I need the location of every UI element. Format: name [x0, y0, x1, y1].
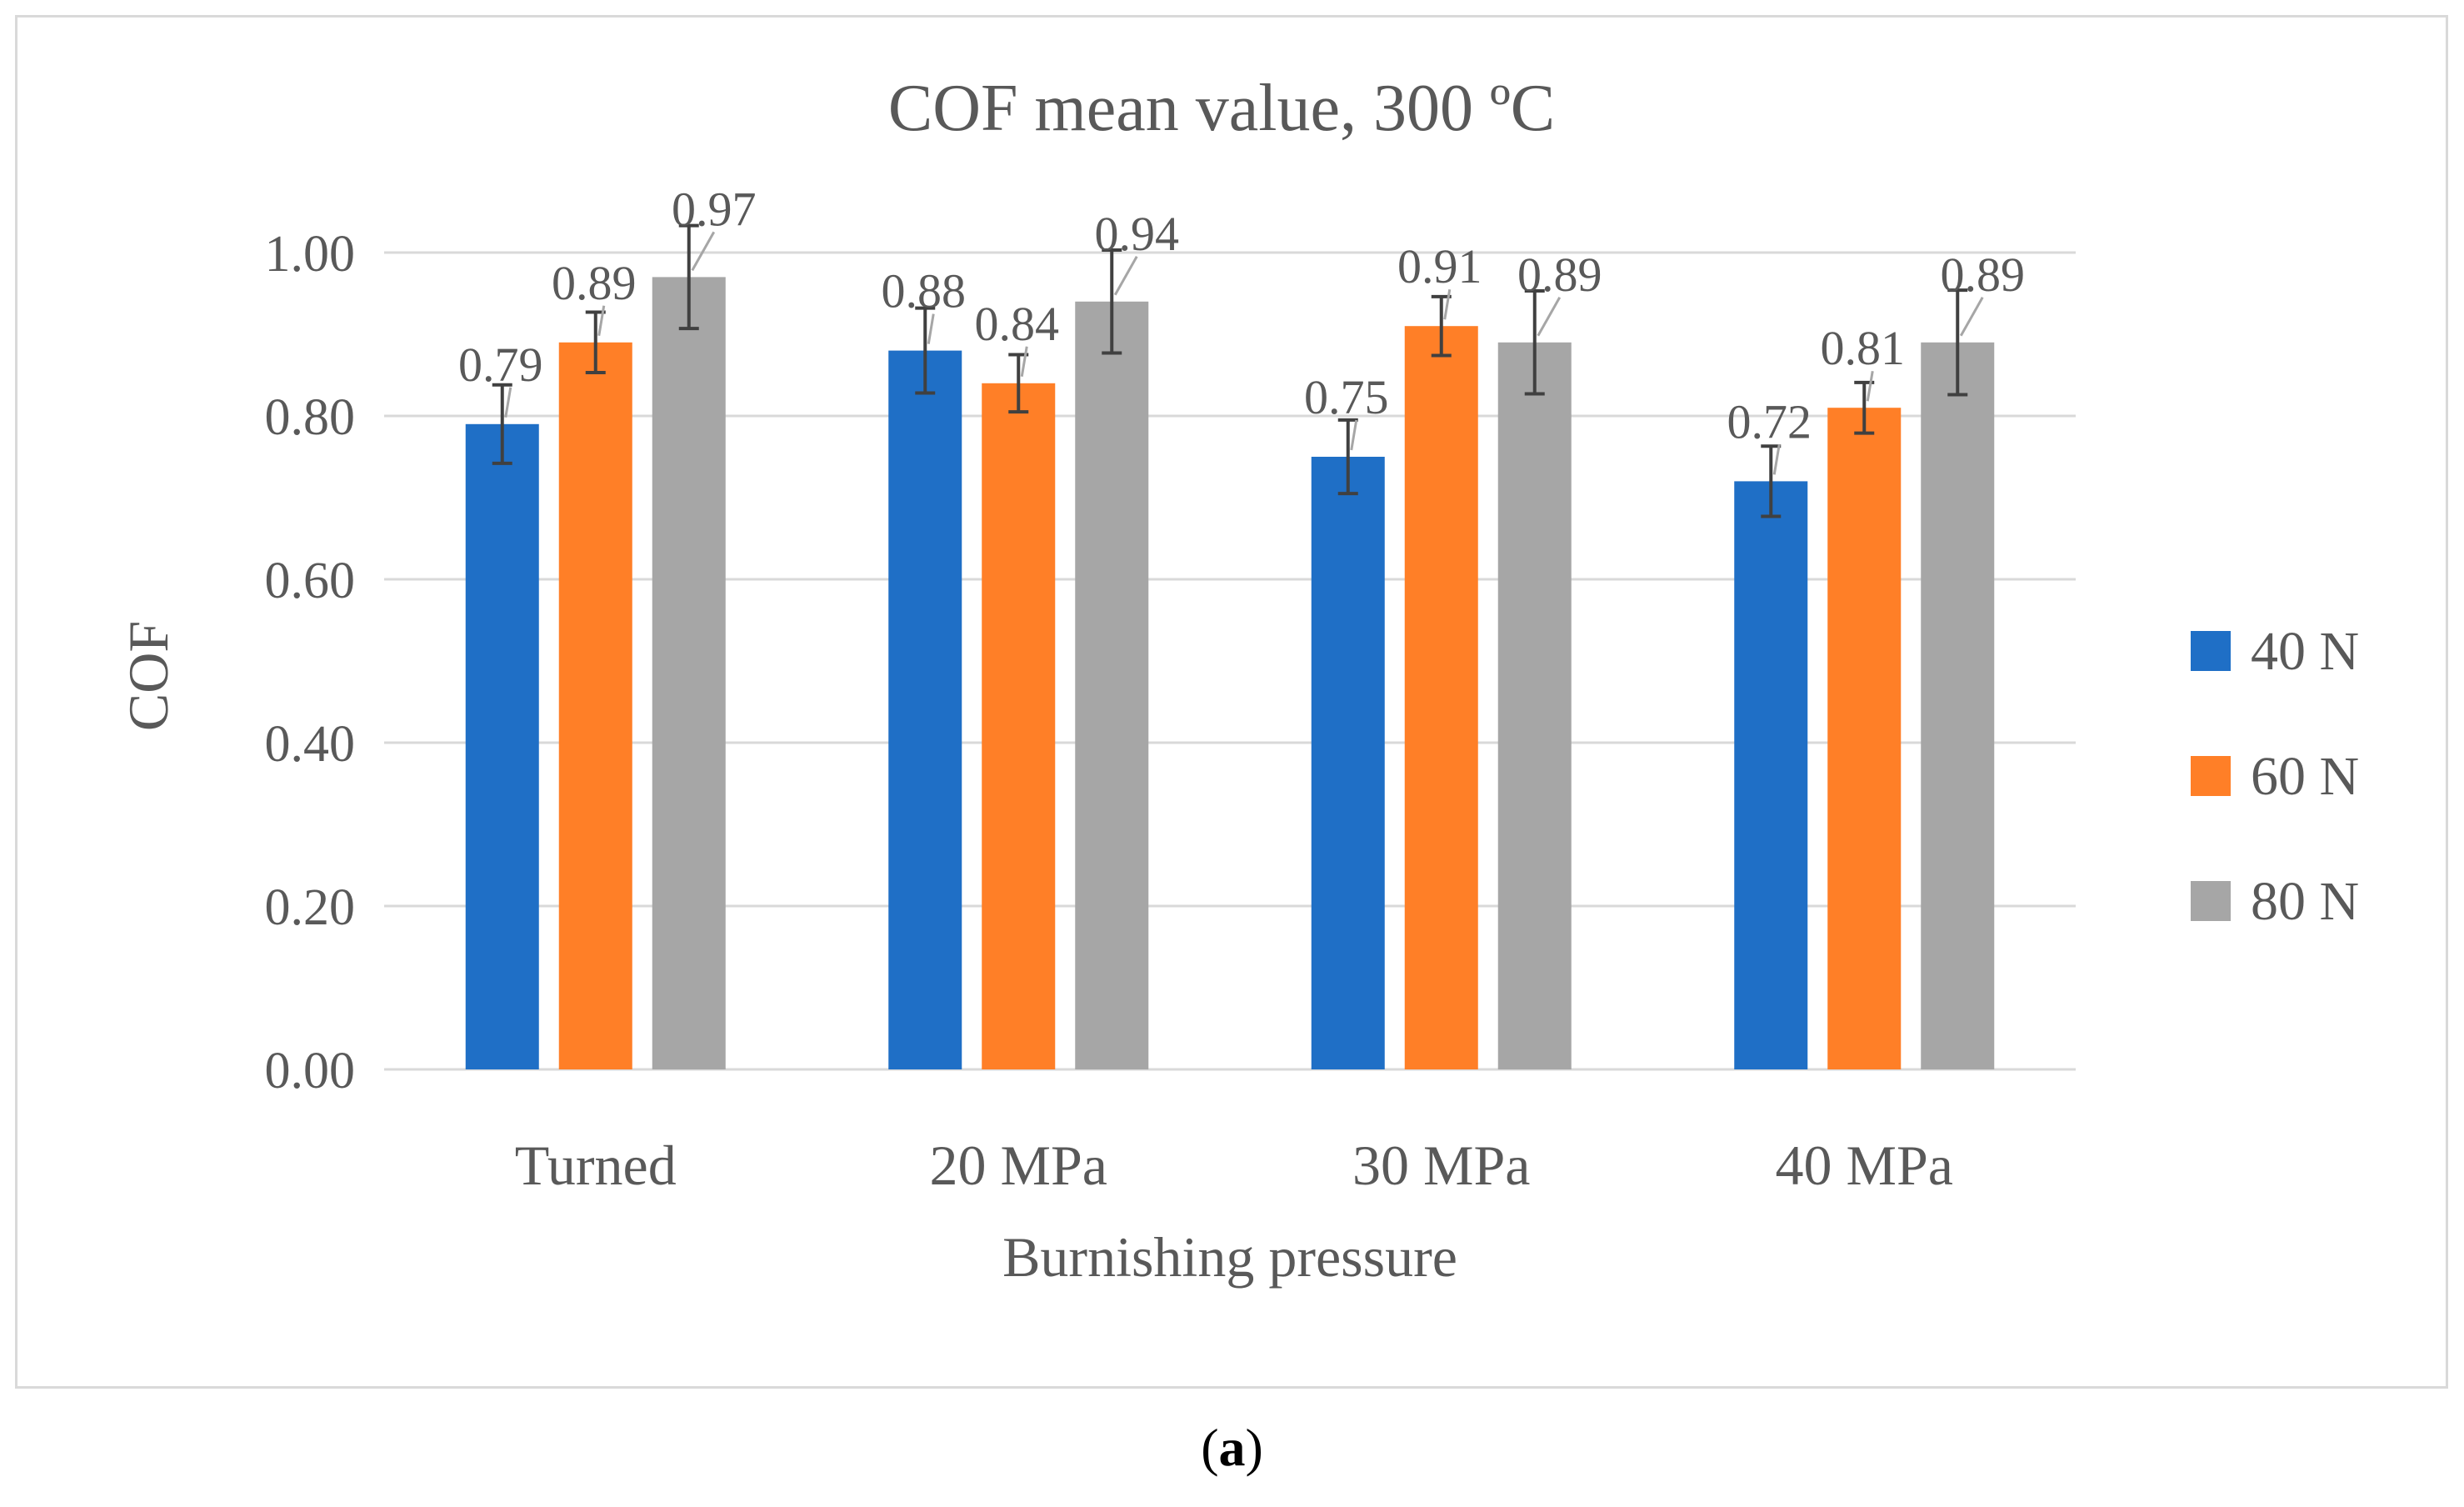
bar [982, 383, 1056, 1069]
label-leader-line [1113, 256, 1138, 296]
data-label: 0.97 [672, 182, 757, 236]
data-label: 0.79 [458, 338, 543, 392]
y-tick-label: 1.00 [265, 226, 356, 283]
label-leader-line [504, 387, 512, 418]
y-tick-labels: 0.00 0.20 0.40 0.60 0.80 1.00 [265, 226, 356, 1099]
bar [1404, 326, 1478, 1069]
data-label: 0.75 [1304, 370, 1389, 424]
chart-title: COF mean value, 300 ºC [888, 72, 1555, 145]
label-leader-line [1959, 297, 1984, 337]
label-leader-line [927, 313, 935, 344]
legend-label: 80 N [2251, 871, 2359, 932]
bars [465, 223, 1995, 1070]
error-bar [678, 223, 699, 331]
bar [652, 277, 726, 1069]
bar [1734, 481, 1808, 1069]
data-label: 0.72 [1727, 394, 1812, 448]
data-label: 0.89 [1517, 248, 1602, 302]
error-bar [1102, 248, 1122, 355]
error-bar [915, 306, 936, 395]
data-label: 0.89 [1941, 248, 2026, 302]
legend-swatch [2191, 631, 2231, 671]
y-tick-label: 0.00 [265, 1043, 356, 1099]
legend-label: 40 N [2251, 621, 2359, 682]
legend: 40 N 60 N 80 N [2191, 621, 2359, 932]
error-bar [492, 383, 512, 465]
error-bar [1947, 288, 1968, 397]
data-label: 0.81 [1821, 321, 1906, 375]
bar [558, 342, 632, 1069]
error-bar [1761, 444, 1782, 518]
legend-swatch [2191, 881, 2231, 921]
error-bar [1524, 289, 1545, 396]
label-leader-line [1350, 419, 1358, 451]
y-tick-label: 0.40 [265, 716, 356, 773]
bar [1827, 408, 1902, 1069]
x-tick-labels: Turned 20 MPa 30 MPa 40 MPa [515, 1134, 1953, 1197]
x-tick-label: 20 MPa [930, 1134, 1107, 1197]
label-leader-line [1443, 288, 1452, 320]
y-tick-label: 0.60 [265, 553, 356, 609]
label-leader-line [1772, 444, 1781, 475]
x-axis-title: Burnishing pressure [1002, 1225, 1457, 1289]
data-labels: 0.790.890.970.880.840.940.750.91 0.890.72… [458, 182, 2026, 475]
bar [888, 350, 962, 1070]
legend-swatch [2191, 756, 2231, 796]
cof-bar-chart: 0.790.890.970.880.840.940.750.91 0.890.72… [117, 72, 2359, 1289]
caption-letter: a [1218, 1418, 1246, 1477]
data-label: 0.84 [975, 297, 1060, 351]
error-bar [1337, 418, 1358, 496]
bar [1311, 457, 1385, 1069]
label-leader-line [597, 305, 606, 337]
x-tick-label: Turned [515, 1134, 677, 1197]
chart-frame: 0.79 0.89 0.97 0.88 0.84 0.94 0.75 0.91 0.89 0.72… [15, 15, 2448, 1389]
data-label: 0.88 [882, 264, 967, 318]
data-label: 0.94 [1095, 207, 1180, 261]
y-tick-label: 0.20 [265, 879, 356, 936]
data-label: 0.91 [1397, 239, 1482, 293]
legend-label: 60 N [2251, 746, 2359, 807]
y-axis-title: COF [117, 621, 180, 731]
data-label: 0.89 [552, 256, 637, 310]
y-tick-label: 0.80 [265, 389, 356, 446]
figure-caption: (a) [1201, 1418, 1263, 1477]
x-tick-label: 30 MPa [1352, 1134, 1530, 1197]
bar [1075, 301, 1149, 1069]
x-tick-label: 40 MPa [1776, 1134, 1953, 1197]
label-leader-line [1020, 346, 1028, 378]
bar [1497, 342, 1572, 1069]
bar [1921, 342, 1995, 1069]
bar [465, 423, 539, 1069]
label-leader-line [691, 231, 716, 272]
label-leader-line [1537, 297, 1562, 337]
label-leader-line [1866, 370, 1874, 402]
